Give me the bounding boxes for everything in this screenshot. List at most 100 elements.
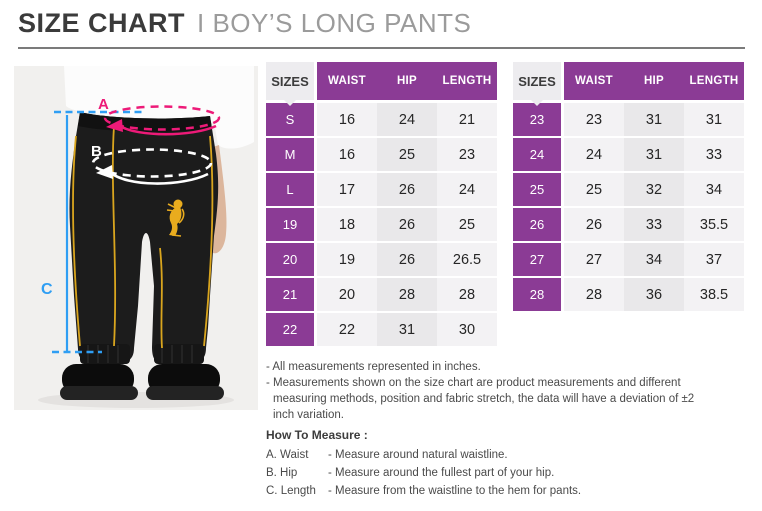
value-cell: 28 [564,278,624,311]
note-line: - All measurements represented in inches… [266,361,481,373]
value-cell: 23 [437,138,497,171]
table-header-row: SIZES WAIST HIP LENGTH [266,62,497,100]
measure-hip-overlay: B [91,143,213,185]
hip-ellipse [91,148,213,178]
value-cell: 26 [564,208,624,241]
value-cell: 17 [317,173,377,206]
value-cell: 38.5 [684,278,744,311]
measure-item-label: B. Hip [266,467,298,479]
measure-item-text: - Measure around natural waistline. [328,449,508,461]
value-cell: 16 [317,138,377,171]
table-row: 27 27 34 37 [513,243,744,276]
value-cell: 25 [564,173,624,206]
table-row: 21 20 28 28 [266,278,497,311]
table-row: 28 28 36 38.5 [513,278,744,311]
shoes [60,364,224,400]
value-cell: 22 [317,313,377,346]
value-cell: 24 [564,138,624,171]
value-cell: 31 [624,103,684,136]
value-cell: 31 [377,313,437,346]
table-row: 25 25 32 34 [513,173,744,206]
table-row: 19 18 26 25 [266,208,497,241]
value-cell: 25 [437,208,497,241]
size-cell: M [266,138,314,171]
table-row: L 17 26 24 [266,173,497,206]
size-cell: 27 [513,243,561,276]
measure-waist-overlay: A [98,96,221,136]
value-cell: 34 [624,243,684,276]
waist-arrowhead [106,119,123,132]
size-cell: 25 [513,173,561,206]
size-cell: 24 [513,138,561,171]
size-cell: 22 [266,313,314,346]
table-row: 20 19 26 26.5 [266,243,497,276]
header-cell-length: LENGTH [684,62,744,100]
size-cell: L [266,173,314,206]
label-a: A [98,96,109,113]
sizes-corner-cell: SIZES [266,62,314,100]
hip-arrowhead [96,165,113,179]
value-cell: 26 [377,243,437,276]
label-b: B [91,143,102,160]
value-cell: 21 [437,103,497,136]
value-cell: 20 [317,278,377,311]
measure-length-overlay: C [41,110,144,354]
value-cell: 37 [684,243,744,276]
cuff-ribs [87,345,193,363]
size-table-1: SIZES WAIST HIP LENGTH S 16 24 21 M 16 25 23 L 17 26 24… [266,62,497,348]
size-cell: 28 [513,278,561,311]
header-cell-hip: HIP [624,62,684,100]
value-cell: 16 [317,103,377,136]
header-cell-length: LENGTH [437,62,497,100]
value-cell: 33 [684,138,744,171]
value-cell: 31 [624,138,684,171]
value-cell: 30 [437,313,497,346]
notes: - All measurements represented in inches… [266,359,712,423]
value-cell: 28 [437,278,497,311]
value-cell: 35.5 [684,208,744,241]
value-cell: 23 [564,103,624,136]
value-cell: 36 [624,278,684,311]
value-cell: 19 [317,243,377,276]
boy-pants-photo: C A B [14,66,258,410]
value-cell: 18 [317,208,377,241]
how-to-measure: How To Measure : A. Waist - Measure arou… [266,428,726,503]
how-to-measure-heading: How To Measure : [266,428,368,442]
value-cell: 34 [684,173,744,206]
table-header-row: SIZES WAIST HIP LENGTH [513,62,744,100]
value-cell: 32 [624,173,684,206]
size-table-2: SIZES WAIST HIP LENGTH 23 23 31 31 24 24 31 33 25 25 3… [513,62,744,313]
header-cell-waist: WAIST [564,62,624,100]
value-cell: 33 [624,208,684,241]
value-cell: 26.5 [437,243,497,276]
value-cell: 26 [377,208,437,241]
measure-item-text: - Measure from the waistline to the hem … [328,485,582,497]
value-cell: 28 [377,278,437,311]
title-underline [18,47,745,49]
header-cell-hip: HIP [377,62,437,100]
measure-item-text: - Measure around the fullest part of you… [328,467,555,479]
page-title-main: SIZE CHART [18,8,185,38]
value-cell: 25 [377,138,437,171]
waist-ellipse [103,105,221,131]
waist-arrow-arc [119,124,217,136]
hip-arrow-arc [109,170,209,185]
measure-item: A. Waist - Measure around natural waistl… [266,449,726,461]
label-c: C [41,281,53,298]
table-row: 23 23 31 31 [513,103,744,136]
table-row: S 16 24 21 [266,103,497,136]
measure-item: B. Hip - Measure around the fullest part… [266,467,726,479]
size-cell: 20 [266,243,314,276]
shirt [64,66,254,149]
measure-item-label: A. Waist [266,449,309,461]
size-cell: 26 [513,208,561,241]
page-title: SIZE CHART I BOY’S LONG PANTS [18,8,471,39]
value-cell: 24 [437,173,497,206]
header-cell-waist: WAIST [317,62,377,100]
table-row: 24 24 31 33 [513,138,744,171]
measure-item: C. Length - Measure from the waistline t… [266,485,726,497]
value-cell: 31 [684,103,744,136]
size-cell: 21 [266,278,314,311]
lion-logo [166,199,185,237]
